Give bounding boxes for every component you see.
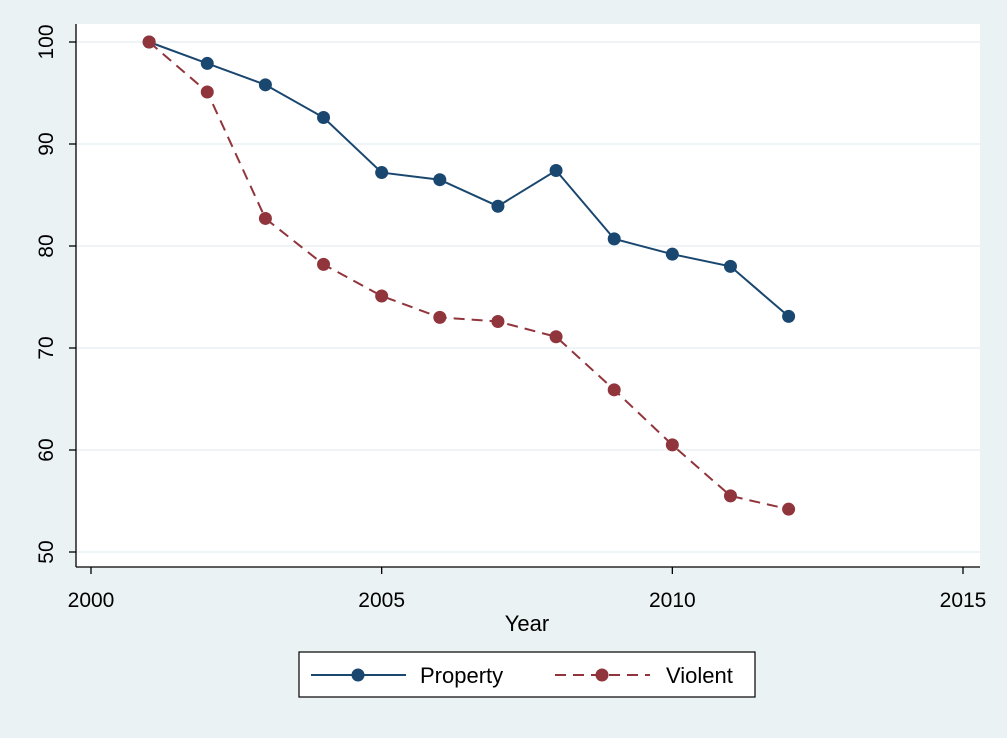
legend: Property Violent: [298, 651, 756, 698]
data-point-violent: [258, 211, 272, 225]
data-point-property: [723, 259, 737, 273]
x-axis-label: Year: [505, 611, 549, 636]
x-tick-label: 2005: [358, 589, 405, 612]
series-line-violent: [148, 41, 789, 511]
data-point-violent: [375, 289, 389, 303]
axes: 50 60 70 80 90 100 2000 2005 2010 2015: [35, 24, 986, 612]
legend-marker-violent: [595, 668, 609, 682]
y-tick-label: 70: [35, 336, 58, 359]
data-point-violent: [317, 257, 331, 271]
y-tick-label: 60: [35, 438, 58, 461]
data-point-property: [433, 173, 447, 187]
data-point-property: [491, 199, 505, 213]
legend-label-property: Property: [420, 663, 503, 688]
x-tick-label: 2015: [940, 589, 987, 612]
data-point-violent: [491, 314, 505, 328]
data-point-violent: [607, 383, 621, 397]
series-violent: [142, 35, 796, 516]
data-point-property: [782, 309, 796, 323]
legend-marker-property: [351, 668, 365, 682]
y-tick-label: 90: [35, 132, 58, 155]
y-tick-label: 100: [35, 24, 58, 59]
data-point-property: [317, 110, 331, 124]
data-point-violent: [549, 330, 563, 344]
data-point-violent: [723, 489, 737, 503]
x-tick-label: 2000: [68, 589, 115, 612]
plot-area: [76, 24, 980, 567]
data-point-violent: [142, 35, 156, 49]
grid-lines: [76, 41, 980, 553]
series-property: [142, 35, 796, 323]
data-point-violent: [433, 310, 447, 324]
y-tick-label: 50: [35, 540, 58, 563]
series-group: [142, 35, 796, 516]
x-tick-label: 2010: [649, 589, 696, 612]
data-point-property: [375, 166, 389, 180]
data-point-violent: [200, 85, 214, 99]
legend-label-violent: Violent: [666, 663, 733, 688]
data-point-violent: [782, 502, 796, 516]
data-point-property: [258, 78, 272, 92]
data-point-property: [607, 232, 621, 246]
data-point-violent: [665, 438, 679, 452]
data-point-property: [665, 247, 679, 261]
data-point-property: [200, 56, 214, 70]
series-line-property: [148, 41, 790, 318]
data-point-property: [549, 164, 563, 178]
y-tick-label: 80: [35, 234, 58, 257]
